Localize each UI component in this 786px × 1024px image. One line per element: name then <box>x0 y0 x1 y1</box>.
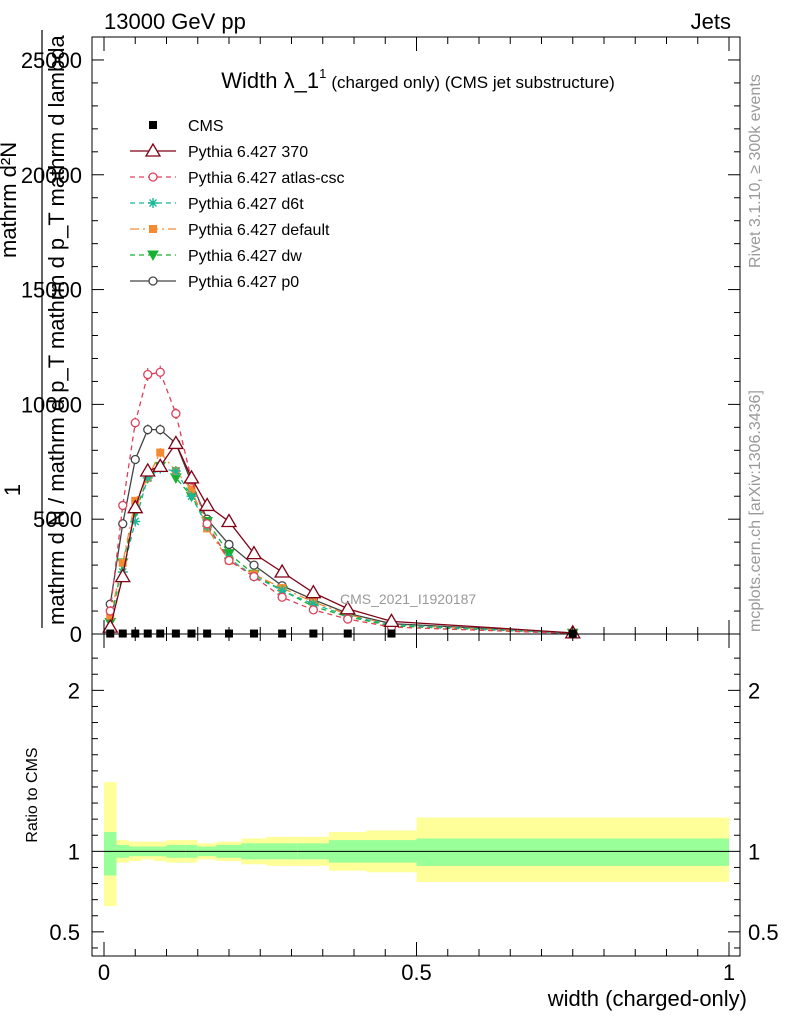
data-point <box>198 497 216 512</box>
legend-item: Pythia 6.427 p0 <box>130 274 299 291</box>
data-point <box>273 563 291 578</box>
data-point <box>156 448 165 457</box>
ratio-xtick-label: 0.5 <box>401 960 432 985</box>
data-point <box>170 465 181 476</box>
main-ytick-label: 15000 <box>21 278 82 303</box>
data-point <box>383 613 400 628</box>
series-line <box>109 371 573 635</box>
data-point <box>149 225 157 233</box>
mcplots-label: mcplots.cern.ch [arXiv:1306.3436] <box>747 390 764 632</box>
ratio-xtick-label: 0 <box>98 960 110 985</box>
data-point <box>130 516 141 527</box>
legend-item: CMS <box>149 118 224 135</box>
data-point <box>144 142 162 157</box>
data-point <box>343 614 353 624</box>
y-axis-label: 1 mathrm d N / mathrm d p_T mathrm d p_T… <box>0 30 69 628</box>
data-point <box>249 560 259 570</box>
data-point <box>118 500 128 511</box>
legend-item: Pythia 6.427 370 <box>130 142 308 161</box>
ratio-ytick-label-right: 2 <box>748 678 760 703</box>
data-point <box>224 539 234 550</box>
data-point <box>186 491 197 502</box>
data-point <box>305 584 322 599</box>
ratio-y-label: Ratio to CMS <box>24 747 41 842</box>
data-point <box>308 605 319 615</box>
legend-label: Pythia 6.427 p0 <box>188 274 299 291</box>
data-point <box>114 568 131 583</box>
legend-label: CMS <box>188 118 224 135</box>
data-point <box>277 585 288 596</box>
data-point <box>155 367 165 377</box>
svg-text:1: 1 <box>0 484 25 496</box>
chart-title: Width λ_11 (charged only) (CMS jet substr… <box>221 66 615 93</box>
data-point <box>152 458 169 473</box>
data-point <box>249 571 259 582</box>
legend-item: Pythia 6.427 default <box>130 222 330 239</box>
ratio-ytick-label-right: 1 <box>748 839 760 864</box>
data-point <box>148 276 158 286</box>
svg-text:mathrm d N / mathrm d p_T math: mathrm d N / mathrm d p_T mathrm d p_T m… <box>44 35 69 625</box>
data-point <box>224 555 234 566</box>
ratio-xtick-label: 1 <box>723 960 735 985</box>
data-point <box>183 469 200 484</box>
legend-label: Pythia 6.427 dw <box>188 248 302 265</box>
series-pythia-6-427-370 <box>102 435 581 639</box>
ratio-ytick-label: 0.5 <box>49 920 80 945</box>
legend-label: Pythia 6.427 370 <box>188 144 308 161</box>
series-line <box>109 467 573 634</box>
legend-item: Pythia 6.427 d6t <box>130 196 304 213</box>
ratio-ytick-label: 1 <box>68 839 80 864</box>
header-left: 13000 GeV pp <box>104 9 246 34</box>
svg-text:mathrm d²N: mathrm d²N <box>0 142 21 258</box>
data-point <box>220 513 238 528</box>
main-ytick-label: 10000 <box>21 392 82 417</box>
data-point <box>130 418 140 428</box>
legend: CMS Pythia 6.427 370 Pythia 6.427 atlas-cs… <box>130 118 345 291</box>
legend-label: Pythia 6.427 default <box>188 222 330 239</box>
data-point <box>127 499 144 514</box>
data-point <box>142 472 153 483</box>
legend-item: Pythia 6.427 dw <box>130 248 302 265</box>
watermark: CMS_2021_I1920187 <box>340 591 476 607</box>
data-point <box>130 454 140 465</box>
main-ytick-label: 5000 <box>33 507 82 532</box>
ratio-ytick-label-right: 0.5 <box>748 920 779 945</box>
ratio-band-inner <box>104 832 117 876</box>
data-point <box>139 462 156 477</box>
rivet-label: Rivet 3.1.10, ≥ 300k events <box>747 74 764 268</box>
data-point <box>277 592 287 602</box>
x-axis-label: width (charged-only) <box>547 986 747 1011</box>
data-point <box>143 369 153 380</box>
data-point <box>148 198 158 208</box>
data-point <box>147 250 159 262</box>
data-point <box>245 545 263 560</box>
legend-label: Pythia 6.427 atlas-csc <box>188 170 345 187</box>
data-point <box>308 599 319 610</box>
header-right: Jets <box>691 9 731 34</box>
main-ytick-label: 25000 <box>21 48 82 73</box>
data-point <box>187 485 196 494</box>
ratio-band-inner <box>416 838 729 866</box>
ratio-frame <box>91 633 741 957</box>
legend-item: Pythia 6.427 atlas-csc <box>130 170 345 187</box>
data-point <box>143 424 153 435</box>
data-point <box>155 424 165 435</box>
ratio-ytick-label: 2 <box>68 678 80 703</box>
data-point <box>149 121 157 129</box>
data-point <box>118 558 127 567</box>
data-point <box>167 435 185 450</box>
legend-label: Pythia 6.427 d6t <box>188 196 304 213</box>
ratio-panel: 0.5 0.5 1 1 2 2 0 0.5 1 Ratio to CMS width (cha… <box>24 633 779 1011</box>
main-ytick-label: 0 <box>70 622 82 647</box>
data-point <box>171 408 181 419</box>
main-ytick-label: 20000 <box>21 163 82 188</box>
series-line <box>109 451 573 634</box>
data-point <box>148 172 158 182</box>
data-point <box>202 519 212 529</box>
series-line <box>109 465 573 634</box>
data-point <box>339 600 356 615</box>
main-panel: 0 5000 10000 15000 20000 25000 CMS_2021_I1920… <box>0 30 741 647</box>
